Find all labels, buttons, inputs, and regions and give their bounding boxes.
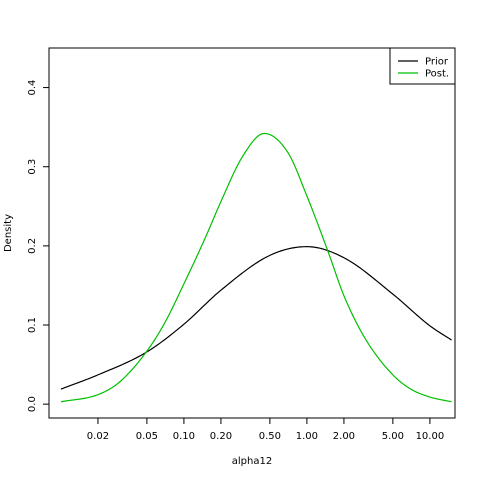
y-axis: 0.0 0.1 0.2 0.3 0.4	[27, 80, 49, 412]
series-layer	[60, 132, 452, 403]
x-tick-label: 0.02	[87, 431, 109, 442]
x-tick-label: 0.50	[259, 431, 281, 442]
y-tick-label: 0.4	[27, 80, 38, 96]
x-tick-label: 0.05	[136, 431, 158, 442]
plot-frame	[48, 47, 456, 419]
legend-label-prior: Prior	[425, 57, 449, 68]
x-tick-label: 10.00	[416, 431, 445, 442]
x-axis: 0.02 0.05 0.10 0.20 0.50 1.00 2.00 5.00 10.00	[87, 418, 444, 442]
y-tick-label: 0.3	[27, 159, 38, 175]
y-axis-label: Density	[3, 214, 14, 252]
y-tick-label: 0.2	[27, 238, 38, 254]
x-tick-label: 5.00	[382, 431, 404, 442]
x-tick-label: 0.10	[173, 431, 195, 442]
x-tick-label: 1.00	[296, 431, 318, 442]
series-line-prior	[60, 246, 452, 390]
legend: Prior Post.	[389, 47, 456, 85]
x-axis-label: alpha12	[232, 456, 272, 467]
legend-box	[389, 47, 456, 85]
x-tick-label: 2.00	[333, 431, 355, 442]
legend-label-post: Post.	[425, 69, 449, 80]
y-tick-label: 0.0	[27, 396, 38, 412]
x-tick-label: 0.20	[210, 431, 232, 442]
y-tick-label: 0.1	[27, 317, 38, 333]
series-line-post	[60, 132, 452, 403]
